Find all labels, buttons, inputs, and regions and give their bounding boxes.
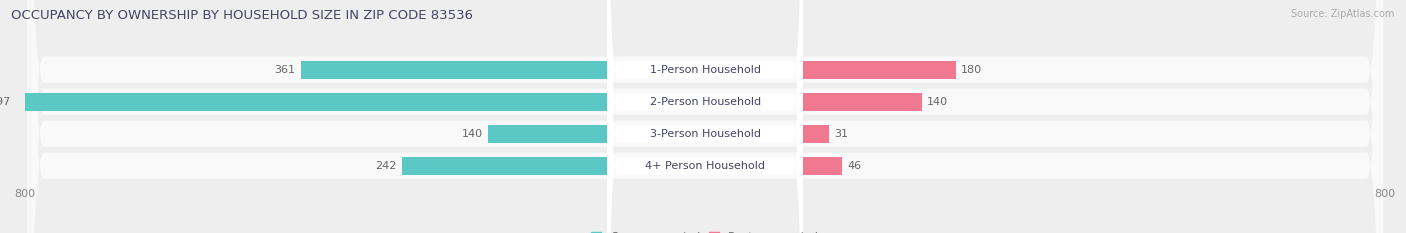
Legend: Owner-occupied, Renter-occupied: Owner-occupied, Renter-occupied (586, 228, 824, 233)
Bar (803, 61, 956, 79)
FancyBboxPatch shape (27, 0, 1384, 233)
Text: 4+ Person Household: 4+ Person Household (645, 161, 765, 171)
Text: Source: ZipAtlas.com: Source: ZipAtlas.com (1291, 9, 1395, 19)
FancyBboxPatch shape (27, 0, 1384, 233)
Text: 361: 361 (274, 65, 295, 75)
Text: 242: 242 (375, 161, 396, 171)
FancyBboxPatch shape (27, 0, 1384, 233)
Bar (402, 157, 607, 175)
Text: 180: 180 (960, 65, 981, 75)
Bar (803, 157, 842, 175)
FancyBboxPatch shape (607, 0, 803, 233)
Text: 1-Person Household: 1-Person Household (650, 65, 761, 75)
Bar (803, 125, 830, 143)
FancyBboxPatch shape (607, 0, 803, 233)
Text: 140: 140 (463, 129, 484, 139)
Text: 2-Person Household: 2-Person Household (650, 97, 761, 107)
Bar (15, 93, 607, 111)
FancyBboxPatch shape (27, 0, 1384, 233)
Bar (301, 61, 607, 79)
Text: 697: 697 (0, 97, 10, 107)
Bar (488, 125, 607, 143)
FancyBboxPatch shape (607, 0, 803, 233)
Text: 140: 140 (927, 97, 948, 107)
Text: 46: 46 (846, 161, 860, 171)
Text: 31: 31 (834, 129, 848, 139)
Text: OCCUPANCY BY OWNERSHIP BY HOUSEHOLD SIZE IN ZIP CODE 83536: OCCUPANCY BY OWNERSHIP BY HOUSEHOLD SIZE… (11, 9, 474, 22)
Bar (803, 93, 922, 111)
FancyBboxPatch shape (607, 0, 803, 233)
Text: 3-Person Household: 3-Person Household (650, 129, 761, 139)
